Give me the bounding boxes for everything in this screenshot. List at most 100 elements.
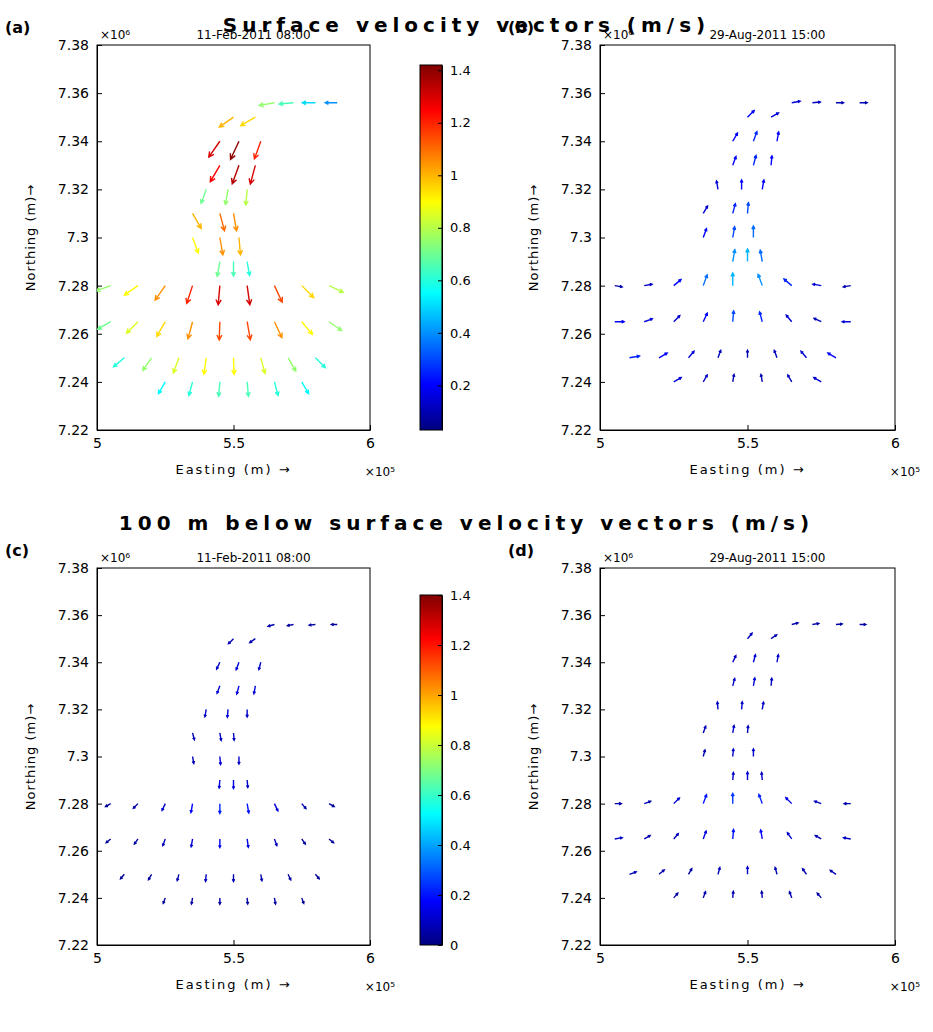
- tick-label: 1: [450, 168, 458, 183]
- axis-line: [601, 945, 896, 946]
- velocity-vector: [703, 831, 706, 839]
- colorbar: 00.20.40.60.811.21.4: [420, 588, 471, 953]
- velocity-vector: [674, 798, 680, 804]
- velocity-vector: [761, 891, 763, 897]
- tick-label: 6: [891, 950, 900, 966]
- axis-line: [98, 430, 371, 431]
- tick-label: 7.38: [561, 37, 592, 53]
- tick-mark: [600, 45, 605, 46]
- velocity-vector: [201, 189, 207, 203]
- velocity-vector: [674, 834, 679, 839]
- tick-mark: [438, 695, 442, 696]
- velocity-vector: [205, 874, 207, 881]
- tick-mark: [438, 228, 442, 229]
- velocity-vector: [733, 250, 736, 262]
- tick: 7.36: [561, 607, 605, 623]
- velocity-vector: [217, 382, 221, 396]
- tick: 7.32: [561, 181, 605, 197]
- tick-mark: [97, 615, 102, 616]
- tick-mark: [370, 940, 371, 945]
- velocity-vector: [97, 286, 111, 292]
- velocity-vector: [247, 839, 249, 847]
- x-multiplier: ×10⁵: [890, 980, 920, 994]
- velocity-vector: [186, 286, 193, 304]
- tick: 7.38: [561, 37, 605, 53]
- tick-mark: [600, 945, 605, 946]
- x-multiplier: ×10⁵: [890, 465, 920, 479]
- velocity-vector: [233, 213, 238, 230]
- velocity-vector: [659, 870, 664, 874]
- velocity-vector: [236, 662, 239, 669]
- tick-mark: [748, 940, 749, 945]
- tick-mark: [895, 425, 896, 430]
- x-axis-title: Easting (m) →: [175, 977, 291, 992]
- velocity-vector: [302, 286, 314, 298]
- tick: 7.24: [58, 890, 102, 906]
- velocity-vector: [219, 757, 221, 765]
- velocity-vector: [718, 350, 721, 357]
- tick-label: 1: [450, 688, 458, 703]
- colorbar-axis-line: [442, 596, 443, 946]
- tick: 0.8: [438, 738, 471, 753]
- velocity-vector: [801, 351, 806, 358]
- tick: 7.28: [561, 278, 605, 294]
- x-axis: 55.56: [596, 425, 900, 451]
- velocity-vector: [158, 382, 165, 394]
- tick-mark: [600, 141, 605, 142]
- tick: 7.26: [58, 326, 102, 342]
- tick-label: 7.22: [58, 422, 89, 438]
- velocity-vector: [229, 639, 234, 644]
- velocity-vector: [740, 180, 743, 189]
- tick-mark: [97, 238, 102, 239]
- tick-mark: [438, 795, 442, 796]
- velocity-vector: [246, 382, 250, 396]
- velocity-vector: [106, 839, 110, 843]
- tick: 5.5: [737, 940, 759, 966]
- velocity-vector: [842, 321, 851, 323]
- tick-label: 7.26: [561, 326, 592, 342]
- tick-label: 5: [596, 435, 605, 451]
- tick-label: 7.34: [58, 654, 89, 670]
- velocity-vector: [204, 709, 206, 716]
- tick-label: 5.5: [737, 950, 759, 966]
- tick-label: 7.24: [561, 890, 592, 906]
- velocity-vector: [733, 656, 736, 663]
- tick-mark: [97, 141, 102, 142]
- velocity-vector: [792, 622, 798, 624]
- velocity-vector: [775, 867, 777, 874]
- tick-mark: [438, 175, 442, 176]
- tick-mark: [438, 845, 442, 846]
- velocity-vector: [753, 132, 757, 142]
- velocity-vector: [733, 133, 738, 141]
- tick-mark: [438, 745, 442, 746]
- velocity-vector: [188, 382, 193, 396]
- velocity-vector: [268, 625, 274, 627]
- tick: 7.32: [561, 701, 605, 717]
- tick-mark: [600, 430, 605, 431]
- y-multiplier: ×10⁶: [603, 551, 633, 565]
- velocity-vector: [288, 358, 296, 371]
- tick: 7.22: [561, 937, 605, 953]
- velocity-vector: [209, 141, 220, 157]
- tick: 6: [891, 940, 900, 966]
- tick-label: 7.36: [561, 607, 592, 623]
- velocity-vector: [287, 624, 293, 626]
- colorbar-axis-line: [442, 66, 443, 431]
- velocity-vector: [732, 830, 735, 839]
- velocity-vector: [232, 874, 234, 881]
- tick-mark: [438, 333, 442, 334]
- velocity-vector: [190, 839, 192, 847]
- velocity-vector: [703, 726, 706, 733]
- tick-mark: [600, 615, 605, 616]
- x-axis: 55.56: [596, 940, 900, 966]
- section-title: 100 m below surface velocity vectors (m/…: [119, 511, 814, 535]
- tick-mark: [234, 940, 235, 945]
- tick: 1.2: [438, 115, 471, 130]
- velocity-vector: [836, 623, 842, 625]
- velocity-vector: [733, 204, 736, 214]
- velocity-vector: [260, 874, 262, 880]
- velocity-vector: [703, 750, 705, 757]
- tick-label: 7.26: [58, 326, 89, 342]
- velocity-vector: [232, 358, 237, 375]
- velocity-vector: [777, 655, 779, 662]
